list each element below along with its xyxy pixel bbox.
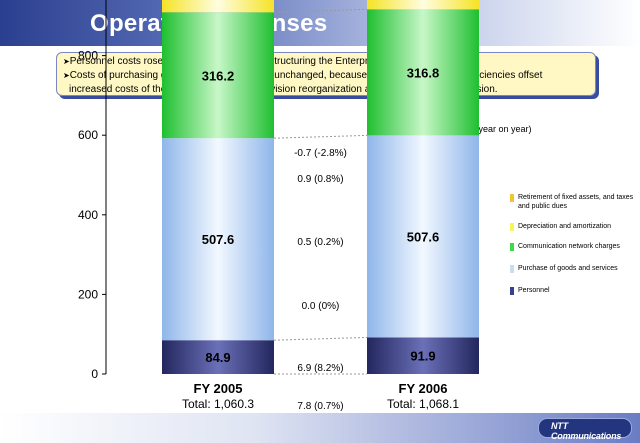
bar-segment-network [162,12,274,139]
data-label: 84.9 [205,350,230,365]
legend-label: Purchase of goods and services [518,265,618,272]
legend-label: Communication network charges [518,243,620,250]
data-label: 316.8 [407,65,440,80]
legend-item-purchase: Purchase of goods and services [510,264,636,273]
logo-text: NTT Communications [551,421,622,441]
change-label-network: 0.5 (0.2%) [297,237,343,248]
total-change-label: 7.8 (0.7%) [297,401,343,412]
connector-line [273,8,368,13]
bars [162,0,479,374]
y-tick-label: 600 [78,128,98,142]
arrow-bullet-icon: ➤ [63,57,70,66]
legend-swatch [510,243,514,251]
legend-label: Personnel [518,287,550,294]
legend-label: Retirement of fixed assets, and taxes an… [518,194,634,210]
category-label: FY 2005 [194,381,243,396]
data-label: 316.2 [202,68,235,83]
legend-item-personnel: Personnel [510,286,636,295]
bullet-2-continued: increased costs of the Enterprise Busine… [69,84,498,95]
company-logo [538,418,632,438]
footer-bar [0,413,640,443]
category-total-label: Total: 1,060.3 [182,397,254,411]
legend-item-network: Communication network charges [510,242,636,251]
bar-segment-purchase [162,138,274,341]
legend-swatch [510,194,514,202]
data-label: 91.9 [410,349,435,364]
bar-segment-purchase [367,135,479,338]
y-axis: 02004006008001,0001,200 [78,0,107,381]
legend-item-retirement: Retirement of fixed assets, and taxes an… [510,193,636,211]
bar-segment-depreciation [367,0,479,10]
legend-swatch [510,265,514,273]
bullet-2: ➤Costs of purchasing goods and services … [63,69,589,83]
legend-label: Depreciation and amortization [518,223,611,230]
connector-line [273,336,368,341]
legend-swatch [510,223,514,231]
change-label-retirement: -0.7 (-2.8%) [294,148,347,159]
y-tick-label: 0 [91,367,98,381]
bar-segment-personnel [367,337,479,374]
y-tick-label: 400 [78,208,98,222]
y-tick-label: 200 [78,287,98,301]
arrow-bullet-icon: ➤ [63,71,70,80]
y-tick-label: 800 [78,49,98,63]
category-label: FY 2006 [399,381,448,396]
category-total-label: Total: 1,068.1 [387,397,459,411]
connector-lines [273,8,368,375]
connector-line [273,134,368,139]
legend-swatch [510,287,514,295]
data-label: 507.6 [202,232,235,247]
change-label-depreciation: 0.9 (0.8%) [297,174,343,185]
bar-segment-network [367,9,479,136]
bar-segment-personnel [162,340,274,374]
bullet-2-text: Costs of purchasing goods and services w… [69,70,543,81]
data-label: 507.6 [407,229,440,244]
change-label-purchase: 0.0 (0%) [302,301,340,312]
bar-segment-depreciation [162,0,274,13]
legend-item-depreciation: Depreciation and amortization [510,222,636,231]
title-bar [0,0,640,46]
change-label-personnel: 6.9 (8.2%) [297,363,343,374]
